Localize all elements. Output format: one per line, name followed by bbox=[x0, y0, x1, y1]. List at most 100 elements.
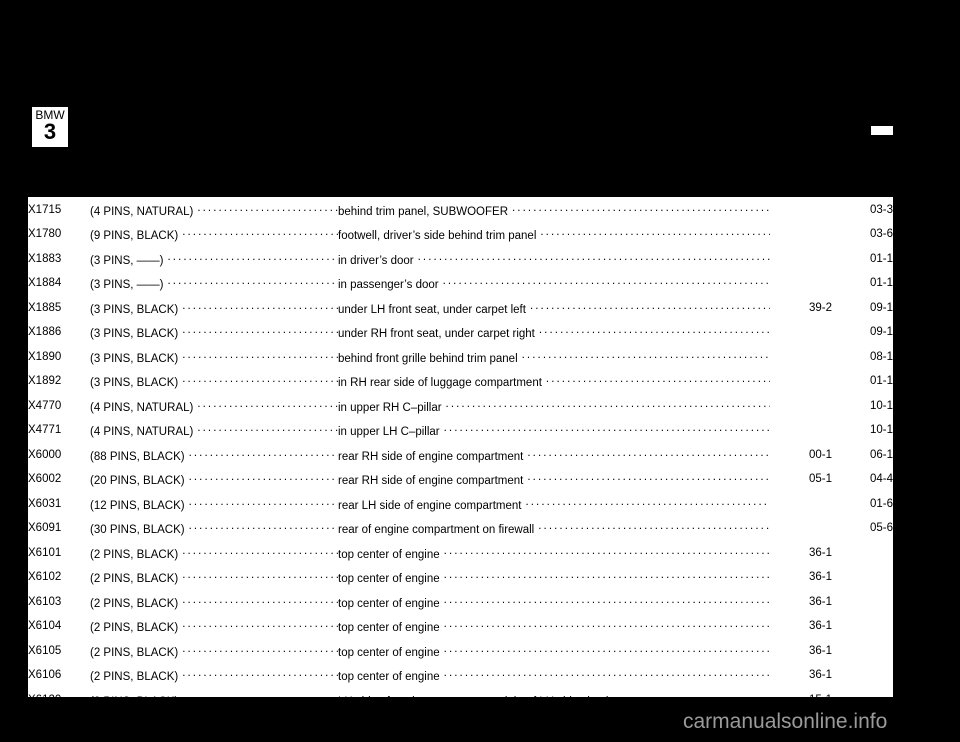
connector-pins-color: (4 PINS, NATURAL).......................… bbox=[90, 394, 338, 419]
dot-leader: ................................. bbox=[182, 618, 338, 631]
dot-leader: ................................. bbox=[182, 348, 338, 361]
page-ref-mid: 36-1 bbox=[808, 669, 832, 682]
dot-leader: ................................ bbox=[188, 495, 338, 508]
table-row: X6104 (2 PINS, BLACK)....................… bbox=[28, 615, 893, 640]
dot-leader: ................................. bbox=[182, 593, 338, 606]
page-ref-end: 01-1 bbox=[869, 375, 893, 388]
dot-leader: ........................................… bbox=[540, 226, 770, 239]
dot-leader: ........................ bbox=[646, 716, 770, 729]
connector-location: top center of engine....................… bbox=[338, 615, 770, 640]
location-label: in RH rear side of luggage compartment bbox=[338, 377, 542, 390]
dot-leader: ................................. bbox=[182, 642, 338, 655]
location-label: rear LH side of engine compartment bbox=[338, 499, 522, 512]
connector-id: X6106 bbox=[28, 669, 62, 682]
page-ref-end: 08-1 bbox=[869, 350, 893, 363]
connector-location: in upper LH C–pillar....................… bbox=[338, 419, 770, 444]
bmw-brand-label: BMW bbox=[35, 108, 65, 122]
page-ref-end: 10-1 bbox=[869, 399, 893, 412]
connector-location: in driver’s door........................… bbox=[338, 247, 770, 272]
table-row: X6120 (2 PINS, BLACK)....................… bbox=[28, 713, 893, 738]
table-row: X6091 (30 PINS, BLACK)...................… bbox=[28, 517, 893, 542]
dot-leader: ........................................… bbox=[445, 397, 770, 410]
connector-location: behind trim panel, SUBWOOFER............… bbox=[338, 198, 770, 223]
connector-pins-color: (3 PINS, BLACK).........................… bbox=[90, 370, 338, 395]
table-row: X1780 (9 PINS, BLACK)....................… bbox=[28, 223, 893, 248]
page-ref-end bbox=[832, 590, 893, 615]
table-row: X6105 (2 PINS, BLACK)....................… bbox=[28, 639, 893, 664]
connector-pins-color: (12 PINS, BLACK)........................… bbox=[90, 492, 338, 517]
location-label: LH side of engine compartment right of L… bbox=[338, 695, 643, 708]
dot-leader: ..................................... bbox=[167, 250, 338, 263]
connector-table-sheet: X1715 (4 PINS, NATURAL)..................… bbox=[28, 195, 893, 732]
connector-pins-color: (2 PINS, BLACK).........................… bbox=[90, 639, 338, 664]
dot-leader: ................................. bbox=[182, 226, 338, 239]
dot-leader: ........................................… bbox=[525, 495, 770, 508]
location-label: top center of engine bbox=[338, 671, 440, 684]
pins-label: (3 PINS, BLACK) bbox=[90, 377, 179, 390]
page-ref-mid: 36-1 bbox=[808, 644, 832, 657]
pins-label: (2 PINS, BLACK) bbox=[90, 548, 179, 561]
dot-leader: ........................................… bbox=[538, 520, 770, 533]
dot-leader: ................................. bbox=[182, 324, 338, 337]
connector-location: top center of engine....................… bbox=[338, 639, 770, 664]
table-row: X6106 (2 PINS, BLACK)....................… bbox=[28, 664, 893, 689]
dot-leader: ................................ bbox=[188, 471, 338, 484]
connector-location: rear RH side of engine compartment......… bbox=[338, 443, 770, 468]
connector-pins-color: (2 PINS, BLACK).........................… bbox=[90, 615, 338, 640]
location-label: in passenger’s door bbox=[338, 279, 439, 292]
connector-pins-color: (4 PINS, NATURAL).......................… bbox=[90, 419, 338, 444]
dot-leader: ................................. bbox=[182, 373, 338, 386]
page-ref-mid bbox=[770, 272, 832, 297]
table-top-rule bbox=[28, 195, 893, 197]
connector-id: X1884 bbox=[28, 277, 62, 290]
pins-label: (12 PINS, BLACK) bbox=[90, 499, 185, 512]
table-row: X1884 (3 PINS, ——).......................… bbox=[28, 272, 893, 297]
dot-leader: ........................................… bbox=[527, 471, 770, 484]
connector-pins-color: (2 PINS, BLACK).........................… bbox=[90, 688, 338, 713]
table-row: X1892 (3 PINS, BLACK)....................… bbox=[28, 370, 893, 395]
page-ref-mid bbox=[770, 492, 832, 517]
location-label: under LH front seat, under carpet left bbox=[338, 303, 526, 316]
pins-label: (3 PINS, ——) bbox=[90, 254, 164, 267]
connector-id: X6002 bbox=[28, 473, 62, 486]
page-ref-mid bbox=[770, 345, 832, 370]
connector-id: X1780 bbox=[28, 228, 62, 241]
connector-location: under RH front seat, under carpet right.… bbox=[338, 321, 770, 346]
pins-label: (2 PINS, BLACK) bbox=[90, 720, 179, 733]
connector-id: X1886 bbox=[28, 326, 62, 339]
connector-location: behind front grille behind trim panel...… bbox=[338, 345, 770, 370]
pins-label: (2 PINS, BLACK) bbox=[90, 646, 179, 659]
table-row: X6002 (20 PINS, BLACK)...................… bbox=[28, 468, 893, 493]
dot-leader: .............................. bbox=[197, 422, 338, 435]
page-ref-mid: 39-2 bbox=[808, 301, 832, 314]
page-marker bbox=[871, 126, 893, 135]
page-ref-end: 05-6 bbox=[869, 522, 893, 535]
connector-location: under LH front seat, under carpet left..… bbox=[338, 296, 770, 321]
pins-label: (4 PINS, NATURAL) bbox=[90, 401, 194, 414]
dot-leader: ........................................… bbox=[442, 275, 770, 288]
dot-leader: ........................................… bbox=[443, 667, 770, 680]
location-label: LH side of engine compartment right of L… bbox=[338, 720, 643, 733]
pins-label: (3 PINS, BLACK) bbox=[90, 352, 179, 365]
table-row: X1886 (3 PINS, BLACK)....................… bbox=[28, 321, 893, 346]
pins-label: (3 PINS, BLACK) bbox=[90, 303, 179, 316]
dot-leader: .............................. bbox=[197, 201, 338, 214]
location-label: rear of engine compartment on firewall bbox=[338, 524, 535, 537]
connector-location: rear of engine compartment on firewall..… bbox=[338, 517, 770, 542]
connector-pins-color: (2 PINS, BLACK).........................… bbox=[90, 713, 338, 738]
page-ref-end: 01-1 bbox=[869, 277, 893, 290]
connector-id: X6105 bbox=[28, 644, 62, 657]
page-ref-mid: 36-1 bbox=[808, 571, 832, 584]
table-row: X1883 (3 PINS, ——).......................… bbox=[28, 247, 893, 272]
page-ref-end: 04-4 bbox=[869, 473, 893, 486]
page-ref-mid bbox=[770, 247, 832, 272]
page-ref-mid bbox=[770, 321, 832, 346]
page-ref-mid: 20-3 bbox=[808, 718, 832, 731]
connector-pins-color: (4 PINS, NATURAL).......................… bbox=[90, 198, 338, 223]
location-label: in upper LH C–pillar bbox=[338, 426, 440, 439]
connector-id: X6120 bbox=[28, 693, 62, 706]
page-ref-end: 09-1 bbox=[869, 326, 893, 339]
pins-label: (2 PINS, BLACK) bbox=[90, 695, 179, 708]
pins-label: (20 PINS, BLACK) bbox=[90, 475, 185, 488]
